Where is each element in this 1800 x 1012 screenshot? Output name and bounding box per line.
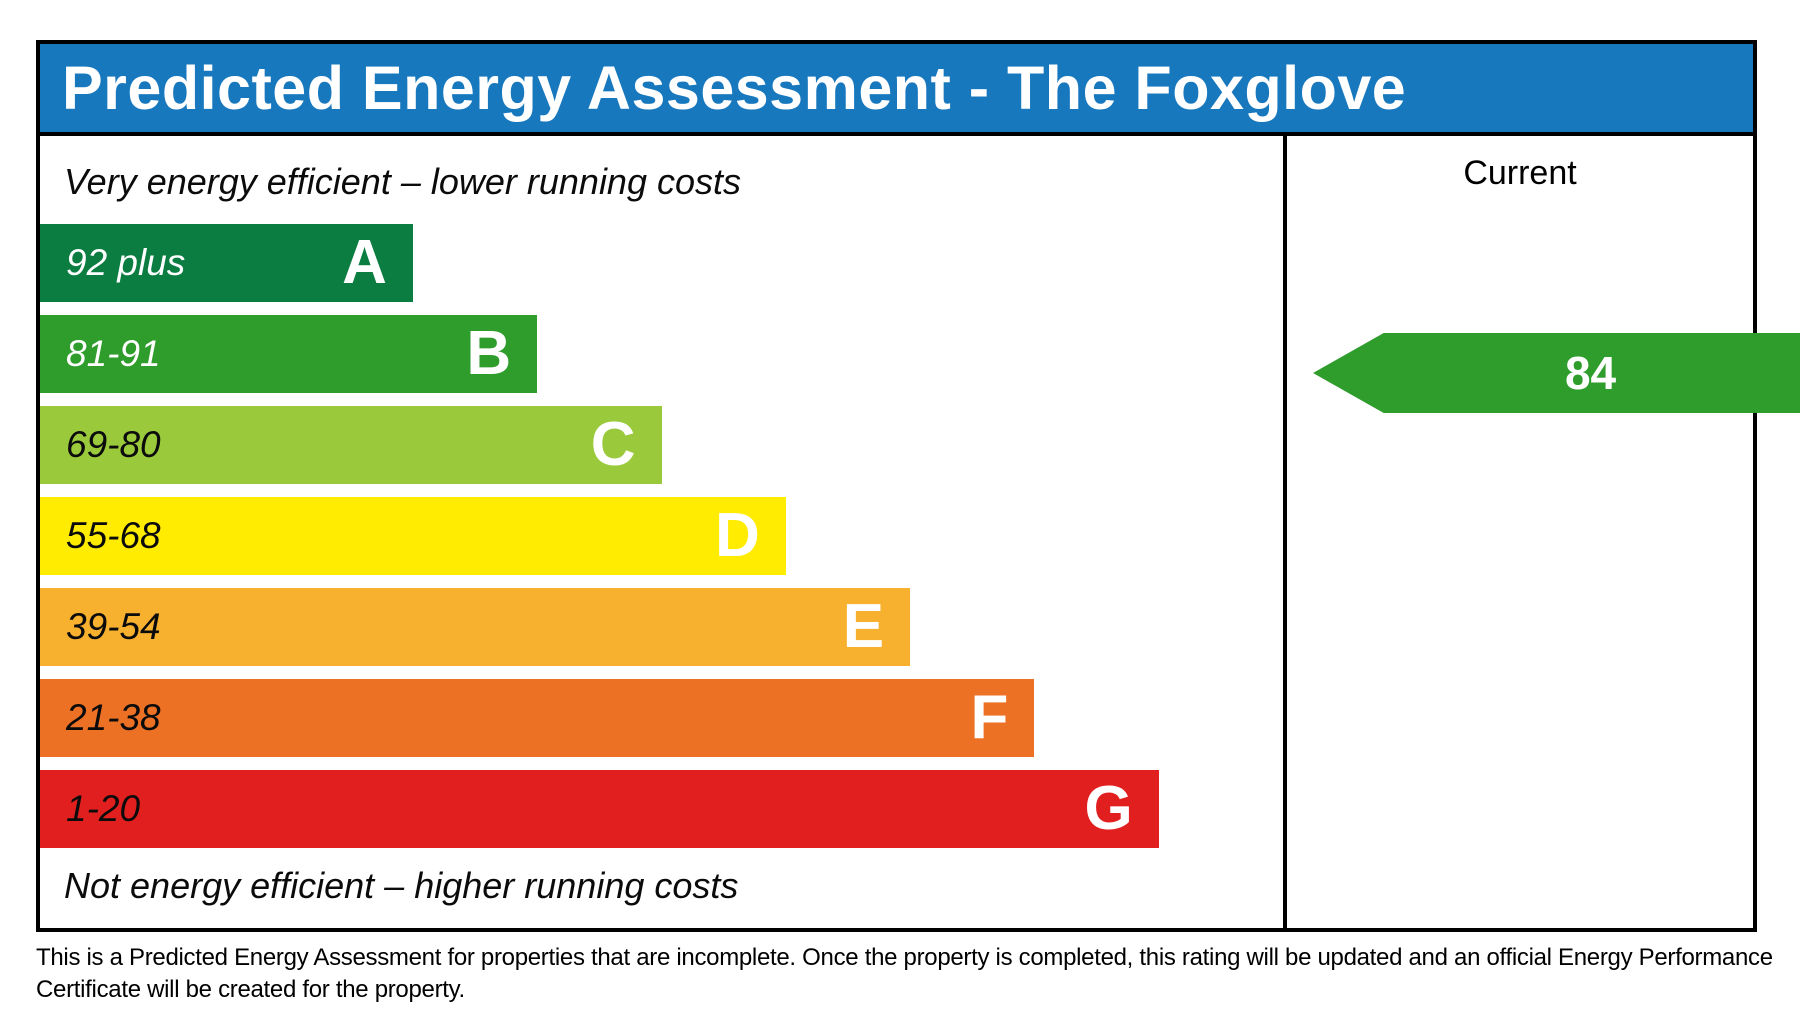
band-letter: B <box>466 319 512 388</box>
page-title: Predicted Energy Assessment - The Foxglo… <box>62 54 1407 122</box>
title-bar: Predicted Energy Assessment - The Foxglo… <box>40 44 1753 136</box>
current-rating-panel: Current 84 <box>1283 136 1800 928</box>
note-very-efficient: Very energy efficient – lower running co… <box>64 161 742 202</box>
note-not-efficient: Not energy efficient – higher running co… <box>64 865 739 906</box>
band-range-label: 21-38 <box>66 697 161 738</box>
band-letter: D <box>715 501 760 570</box>
current-rating-arrow-icon: 84 <box>1313 333 1800 413</box>
band-range-label: 55-68 <box>66 515 161 556</box>
band-range-label: 81-91 <box>66 333 161 374</box>
epc-band-b: 81-91 B <box>40 315 538 393</box>
band-range-label: 69-80 <box>66 424 161 465</box>
band-range-label: 92 plus <box>66 242 186 283</box>
band-range-label: 39-54 <box>66 606 161 647</box>
epc-band-c: 69-80 C <box>40 406 662 484</box>
band-letter: E <box>842 592 885 661</box>
current-column-label: Current <box>1463 154 1577 192</box>
band-range-label: 1-20 <box>66 788 141 829</box>
epc-band-a: 92 plus A <box>40 224 413 302</box>
band-letter: G <box>1084 774 1133 843</box>
epc-band-d: 55-68 D <box>40 497 786 575</box>
epc-band-g: 1-20 G <box>40 770 1159 848</box>
band-letter: F <box>970 683 1009 752</box>
rating-scale: Very energy efficient – lower running co… <box>40 136 1283 928</box>
chart-body: Very energy efficient – lower running co… <box>40 136 1800 928</box>
band-letter: A <box>342 228 387 297</box>
footer-disclaimer: This is a Predicted Energy Assessment fo… <box>36 944 1773 1003</box>
epc-band-f: 21-38 F <box>40 679 1035 757</box>
current-rating-value: 84 <box>1564 347 1617 399</box>
epc-chart: Predicted Energy Assessment - The Foxglo… <box>36 40 1800 932</box>
band-list: 92 plus A 81-91 B 69-80 C 55-68 D <box>40 224 1283 848</box>
band-letter: C <box>590 410 636 479</box>
epc-band-e: 39-54 E <box>40 588 911 666</box>
